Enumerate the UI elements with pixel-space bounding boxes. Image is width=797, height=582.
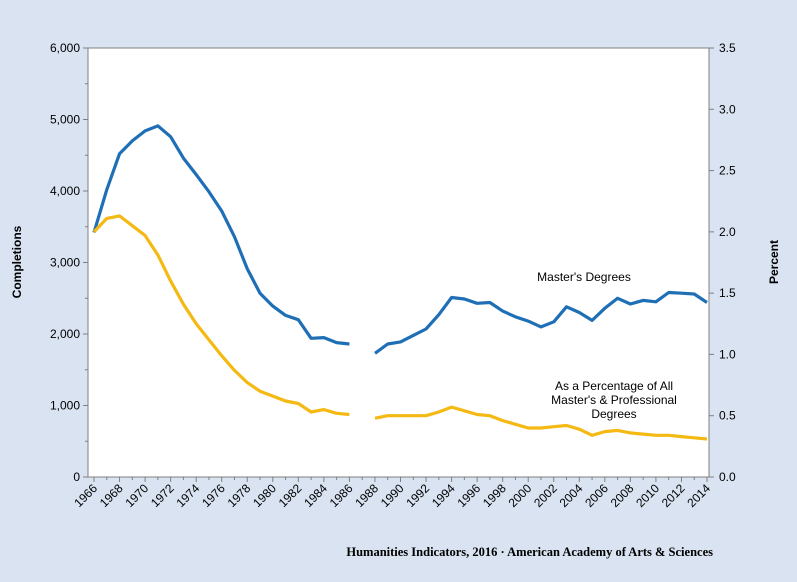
x-axis-tick-label: 1978	[225, 481, 254, 510]
right-axis-tick-label: 3.5	[719, 41, 736, 55]
footer-credit: Humanities Indicators, 2016 · American A…	[346, 545, 713, 559]
x-axis-tick-label: 1976	[199, 481, 228, 510]
x-axis-tick-label: 1972	[148, 481, 177, 510]
plot-area	[87, 47, 710, 478]
left-axis-tick-label: 6,000	[50, 41, 80, 55]
left-axis-tick-label: 4,000	[50, 184, 80, 198]
right-axis-tick-label: 1.0	[719, 347, 736, 361]
x-axis-tick-label: 1992	[403, 481, 432, 510]
right-axis-tick-label: 3.0	[719, 102, 736, 116]
x-axis-tick-label: 2012	[659, 481, 688, 510]
x-axis-tick-label: 2004	[557, 481, 586, 510]
percentage-line	[92, 214, 350, 417]
left-axis-tick-label: 0	[73, 470, 80, 484]
left-axis-tick-label: 5,000	[50, 113, 80, 127]
x-axis-tick-label: 1970	[122, 481, 151, 510]
right-axis: 0.0 0.5 1.0 1.5 2.0 2.5 3.0 3.5	[709, 41, 736, 484]
right-axis-tick-label: 2.5	[719, 164, 736, 178]
right-axis-tick-label: 0.5	[719, 409, 736, 423]
series-annotation: Degrees	[591, 407, 636, 421]
right-axis-tick-label: 0.0	[719, 470, 736, 484]
x-axis-tick-label: 1974	[174, 481, 203, 510]
right-axis-title: Percent	[767, 240, 781, 284]
left-axis-tick-label: 1,000	[50, 399, 80, 413]
x-axis-tick-label: 1998	[480, 481, 509, 510]
annotations: Master's Degrees As a Percentage of AllMa…	[537, 270, 677, 421]
x-axis-tick-label: 1966	[71, 481, 100, 510]
x-axis-tick-label: 1984	[301, 481, 330, 510]
right-axis-tick-label: 1.5	[719, 286, 736, 300]
left-axis-tick-label: 3,000	[50, 256, 80, 270]
x-axis: 1966196819701972197419761978198019821984…	[71, 477, 713, 510]
x-axis-tick-label: 2014	[684, 481, 713, 510]
x-axis-tick-label: 1980	[250, 481, 279, 510]
x-axis-tick-label: 2010	[633, 481, 662, 510]
x-axis-tick-label: 2002	[531, 481, 560, 510]
x-axis-tick-label: 1968	[97, 481, 126, 510]
series-layer	[92, 124, 708, 441]
x-axis-tick-label: 1982	[276, 481, 305, 510]
series-annotation: Master's & Professional	[551, 393, 677, 407]
series-annotation: As a Percentage of All	[555, 379, 673, 393]
masters-degrees-line	[374, 290, 708, 355]
masters-degrees-line	[92, 124, 350, 346]
x-axis-tick-label: 2008	[608, 481, 637, 510]
x-axis-tick-label: 1986	[327, 481, 356, 510]
x-axis-tick-label: 2000	[506, 481, 535, 510]
x-axis-tick-label: 1994	[429, 481, 458, 510]
right-axis-tick-label: 2.0	[719, 225, 736, 239]
left-axis-title: Completions	[10, 225, 24, 298]
left-axis: 0 1,000 2,000 3,000 4,000 5,000 6,000	[50, 41, 88, 484]
x-axis-tick-label: 1996	[454, 481, 483, 510]
x-axis-tick-label: 1988	[352, 481, 381, 510]
x-axis-tick-label: 2006	[582, 481, 611, 510]
percentage-line	[374, 405, 708, 441]
x-axis-tick-label: 1990	[378, 481, 407, 510]
left-axis-tick-label: 2,000	[50, 327, 80, 341]
series-annotation: Master's Degrees	[537, 270, 631, 284]
